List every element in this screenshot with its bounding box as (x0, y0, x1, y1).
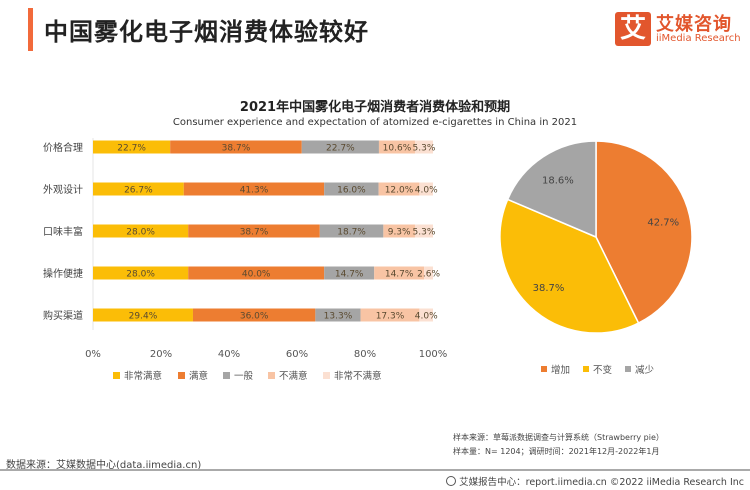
bar-segment (374, 266, 425, 280)
bar-segment (424, 266, 433, 280)
data-label: 28.0% (126, 270, 155, 280)
data-source-note: 数据来源：艾媒数据中心(data.iimedia.cn) (6, 460, 202, 471)
data-label: 5.3% (413, 144, 436, 154)
data-label: 38.7% (222, 144, 251, 154)
bar-segment (378, 140, 415, 154)
bar-segment (170, 140, 302, 154)
data-label: 22.7% (117, 144, 146, 154)
pie-data-label: 18.6% (542, 175, 574, 186)
category-label: 外观设计 (43, 183, 83, 196)
legend-swatch (541, 366, 547, 372)
bar-segment (301, 140, 379, 154)
page-title: 中国雾化电子烟消费体验较好 (44, 18, 369, 46)
sample-size-note: 样本量：N= 1204；调研时间：2021年12月-2022年1月 (453, 447, 660, 456)
data-label: 16.0% (337, 186, 366, 196)
data-label: 29.4% (129, 312, 158, 322)
data-label: 36.0% (240, 312, 269, 322)
legend-label: 满意 (189, 370, 208, 382)
data-label: 26.7% (124, 186, 153, 196)
data-label: 22.7% (326, 144, 355, 154)
logo-icon: 艾 (615, 12, 651, 46)
footer-text: 艾媒报告中心：report.iimedia.cn ©2022 iiMedia R… (459, 477, 744, 488)
logo-text-en: iiMedia Research (656, 33, 741, 44)
x-tick-label: 60% (286, 349, 308, 360)
x-tick-label: 80% (354, 349, 376, 360)
legend-label: 非常满意 (124, 370, 162, 382)
data-label: 41.3% (240, 186, 269, 196)
x-tick-label: 100% (419, 349, 448, 360)
x-tick-label: 40% (218, 349, 240, 360)
legend-label: 不满意 (279, 370, 308, 382)
bar-segment (93, 308, 193, 322)
legend-swatch (323, 372, 330, 379)
data-label: 18.7% (337, 228, 366, 238)
bar-segment (93, 266, 189, 280)
bar-segment (188, 224, 320, 238)
footer: 艾媒报告中心：report.iimedia.cn ©2022 iiMedia R… (446, 474, 744, 488)
legend-swatch (583, 366, 589, 372)
legend-label: 增加 (551, 364, 570, 376)
pie-slice (499, 198, 640, 334)
legend-swatch (178, 372, 185, 379)
legend-swatch (268, 372, 275, 379)
sample-source-note: 样本来源：草莓派数据调查与计算系统（Strawberry pie） (453, 433, 664, 442)
bar-segment (378, 182, 420, 196)
bar-segment (188, 266, 325, 280)
bar-segment (324, 266, 375, 280)
bar-segment (192, 308, 316, 322)
category-label: 价格合理 (43, 141, 83, 154)
legend-label: 不变 (593, 364, 613, 376)
legend-swatch (113, 372, 120, 379)
bar-segment (183, 182, 325, 196)
data-label: 17.3% (376, 312, 405, 322)
bar-segment (319, 224, 384, 238)
bar-segment (93, 140, 171, 154)
data-label: 13.3% (324, 312, 353, 322)
category-label: 购买渠道 (43, 309, 83, 322)
logo-text-cn: 艾媒咨询 (656, 14, 732, 35)
pie-data-label: 38.7% (533, 283, 565, 294)
data-label: 9.3% (388, 228, 411, 238)
bar-segment (93, 182, 184, 196)
data-label: 4.0% (415, 312, 438, 322)
bar-segment (414, 224, 433, 238)
data-label: 12.0% (385, 186, 414, 196)
data-label: 5.3% (413, 228, 436, 238)
data-label: 10.6% (383, 144, 412, 154)
category-label: 口味丰富 (43, 225, 83, 238)
report-icon (446, 476, 457, 486)
data-label: 4.0% (415, 186, 438, 196)
pie-slice (506, 140, 597, 239)
bar-segment (419, 182, 433, 196)
category-label: 操作便捷 (43, 267, 83, 280)
data-label: 2.6% (417, 270, 440, 280)
bar-segment (324, 182, 379, 196)
data-label: 28.0% (126, 228, 155, 238)
data-label: 40.0% (242, 270, 271, 280)
footer-divider (0, 469, 750, 471)
legend-label: 一般 (234, 370, 254, 382)
bar-segment (419, 308, 433, 322)
data-label: 14.7% (335, 270, 364, 280)
legend-swatch (625, 366, 631, 372)
data-label: 38.7% (240, 228, 269, 238)
title-accent-bar (28, 8, 33, 51)
legend-swatch (223, 372, 230, 379)
x-tick-label: 20% (150, 349, 172, 360)
pie-data-label: 42.7% (647, 217, 679, 228)
data-label: 14.7% (385, 270, 414, 280)
chart-title: 2021年中国雾化电子烟消费者消费体验和预期 (239, 100, 511, 115)
bar-segment (93, 224, 189, 238)
chart-subtitle: Consumer experience and expectation of a… (172, 117, 578, 128)
x-tick-label: 0% (85, 349, 101, 360)
bar-segment (383, 224, 415, 238)
pie-slice (595, 140, 693, 325)
bar-segment (360, 308, 420, 322)
bar-segment (315, 308, 361, 322)
legend-label: 非常不满意 (334, 370, 382, 382)
legend-label: 减少 (635, 364, 655, 376)
bar-segment (414, 140, 433, 154)
